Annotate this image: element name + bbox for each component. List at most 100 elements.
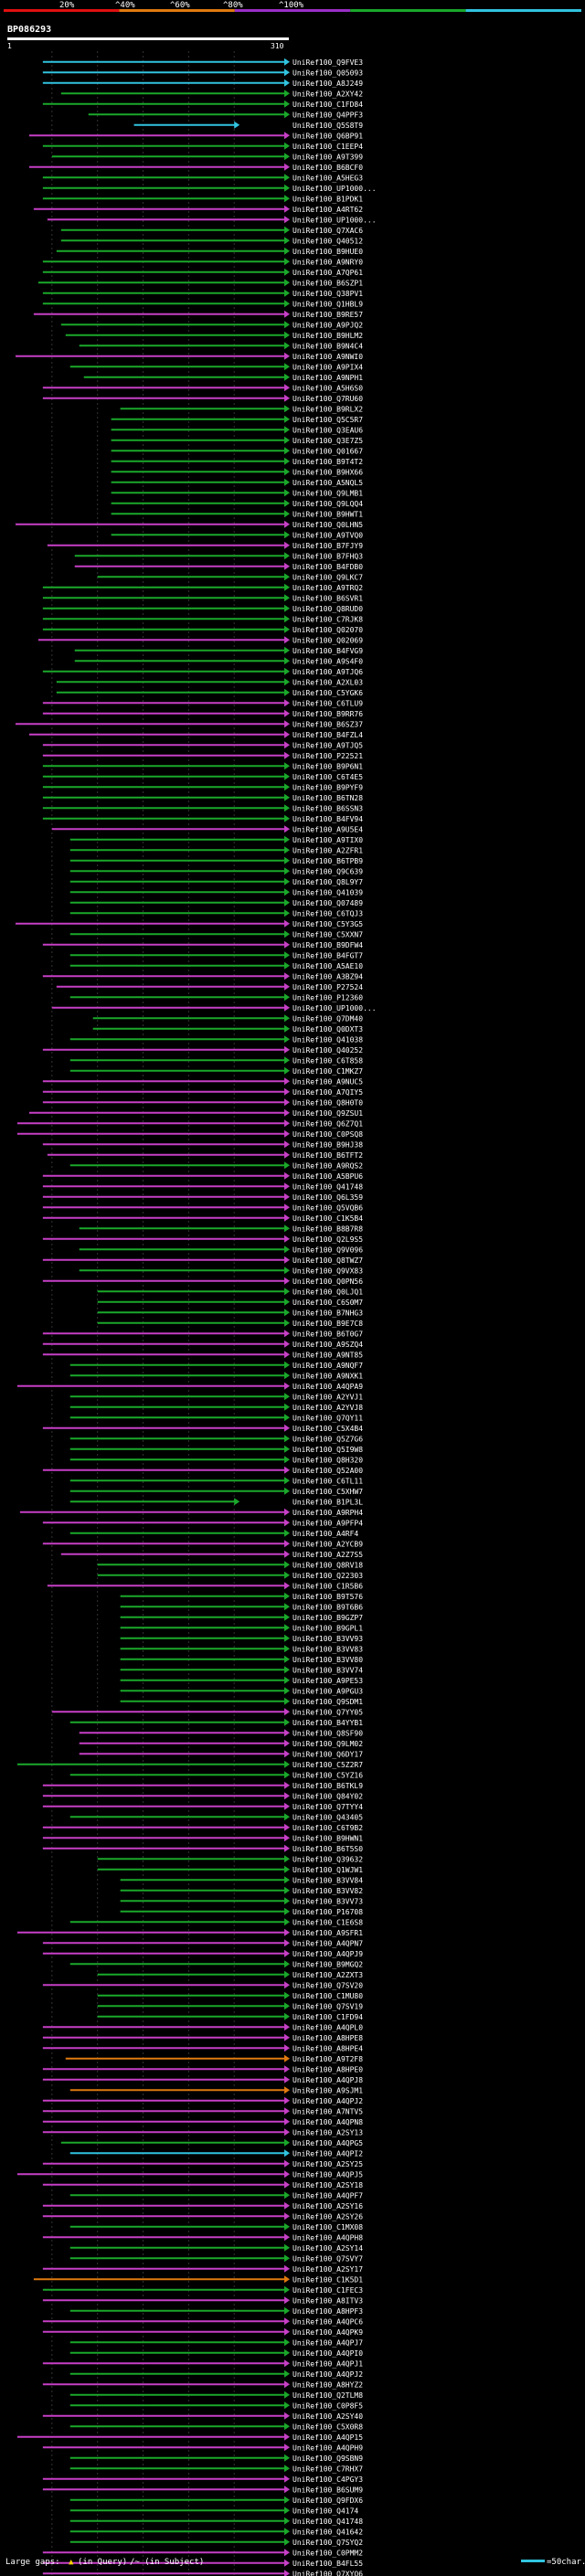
hit-arrow	[284, 132, 290, 140]
hit-arrow	[284, 751, 290, 759]
hit-arrow	[284, 2507, 290, 2515]
hit-label: UniRef100_A9PE53	[292, 1677, 363, 1685]
hit-label: UniRef100_B9PYF9	[292, 783, 363, 791]
scale-start: 1	[7, 42, 12, 50]
hit-arrow	[284, 982, 290, 991]
hit-label: UniRef100_Q1WJW1	[292, 1866, 363, 1874]
hit-arrow	[284, 1645, 290, 1653]
hit-label: UniRef100_A9SJM1	[292, 2086, 363, 2094]
hit-label: UniRef100_B4FZL4	[292, 731, 363, 739]
hit-label: UniRef100_Q22303	[292, 1572, 363, 1580]
hit-arrow	[284, 58, 290, 66]
hit-arrow	[284, 2170, 290, 2178]
legend-tick-label: ^60%	[170, 1, 190, 10]
hit-label: UniRef100_A9TVQ0	[292, 531, 363, 539]
hit-label: UniRef100_C1FD94	[292, 2013, 363, 2021]
hit-arrow	[284, 667, 290, 675]
hit-label: UniRef100_UP1000...	[292, 185, 377, 193]
hit-arrow	[284, 2075, 290, 2083]
hit-arrow	[284, 100, 290, 108]
hit-label: UniRef100_B3VV83	[292, 1645, 363, 1653]
hit-arrow	[284, 1161, 290, 1170]
hit-label: UniRef100_Q4174	[292, 2507, 358, 2515]
hit-arrow	[284, 300, 290, 308]
hit-arrow	[284, 930, 290, 938]
hit-arrow	[284, 1014, 290, 1023]
hit-label: UniRef100_Q40252	[292, 1046, 363, 1055]
hit-arrow	[284, 2065, 290, 2073]
hit-arrow	[284, 1403, 290, 1411]
hit-arrow	[284, 1393, 290, 1401]
hit-label: UniRef100_A2XY42	[292, 90, 363, 98]
hit-label: UniRef100_Q6BP91	[292, 132, 363, 140]
hit-arrow	[284, 856, 290, 864]
hit-label: UniRef100_C1MKZ7	[292, 1067, 363, 1076]
hit-arrow	[284, 2138, 290, 2147]
hit-arrow	[284, 583, 290, 591]
hit-label: UniRef100_UP1000...	[292, 216, 377, 224]
hit-label: UniRef100_A9NPH1	[292, 374, 363, 382]
hit-label: UniRef100_B6T5S0	[292, 1845, 363, 1853]
hit-label: UniRef100_A5AE10	[292, 962, 363, 970]
hit-arrow	[284, 1003, 290, 1012]
hit-arrow	[284, 163, 290, 171]
hit-arrow	[284, 699, 290, 707]
scale-bar	[521, 2560, 545, 2562]
hit-label: UniRef100_A8HPE0	[292, 2065, 363, 2073]
hit-arrow	[284, 2327, 290, 2336]
hit-label: UniRef100_Q8RUD0	[292, 605, 363, 613]
hit-label: UniRef100_B6SVR1	[292, 594, 363, 602]
hit-arrow	[284, 793, 290, 801]
hit-arrow	[284, 1508, 290, 1516]
hit-label: UniRef100_Q9FDX6	[292, 2496, 363, 2505]
hit-arrow	[284, 2002, 290, 2010]
hit-arrow	[284, 1340, 290, 1348]
hit-arrow	[284, 1718, 290, 1726]
legend-tick-label: ^100%	[279, 1, 304, 10]
hit-arrow	[284, 247, 290, 255]
hit-label: UniRef100_Q8TWZ7	[292, 1256, 363, 1265]
hit-label: UniRef100_A4RF4	[292, 1530, 358, 1538]
hit-label: UniRef100_Q3EAU6	[292, 426, 363, 434]
hit-label: UniRef100_B6TFT2	[292, 1151, 363, 1160]
hit-label: UniRef100_A2YVJ8	[292, 1404, 363, 1412]
legend-tick-label: 20%	[59, 1, 75, 10]
hit-label: UniRef100_C5YZ16	[292, 1771, 363, 1779]
hit-arrow	[284, 79, 290, 87]
hit-label: UniRef100_A9U5E4	[292, 825, 363, 833]
hit-arrow	[284, 1056, 290, 1065]
hit-label: UniRef100_Q5I9W8	[292, 1446, 363, 1454]
hit-label: UniRef100_A2SY26	[292, 2212, 363, 2221]
hit-label: UniRef100_A9S4F0	[292, 657, 363, 665]
hit-label: UniRef100_A5BPU6	[292, 1172, 363, 1181]
hit-label: UniRef100_Q5Z7G6	[292, 1435, 363, 1443]
hit-label: UniRef100_B7NHG3	[292, 1309, 363, 1317]
hit-arrow	[284, 2306, 290, 2315]
hit-arrow	[284, 1351, 290, 1359]
hit-arrow	[284, 1372, 290, 1380]
hit-arrow	[284, 279, 290, 287]
hit-label: UniRef100_Q9LM02	[292, 1740, 363, 1748]
hit-arrow	[284, 2422, 290, 2431]
hit-label: UniRef100_C6S0M7	[292, 1299, 363, 1307]
hit-arrow	[284, 1666, 290, 1674]
hit-arrow	[284, 741, 290, 749]
hit-arrow	[284, 1960, 290, 1968]
hit-label: UniRef100_B9T4T2	[292, 458, 363, 466]
hit-arrow	[284, 2338, 290, 2347]
hit-arrow	[284, 1066, 290, 1075]
hit-label: UniRef100_C5X4B4	[292, 1425, 363, 1433]
hit-label: UniRef100_C0PMM2	[292, 2549, 363, 2557]
hit-arrow	[284, 1708, 290, 1716]
hit-arrow	[284, 1697, 290, 1705]
hit-arrow	[284, 331, 290, 339]
hit-arrow	[284, 2443, 290, 2452]
hit-label: UniRef100_B3VV73	[292, 1897, 363, 1905]
hit-label: UniRef100_Q7SV19	[292, 2002, 363, 2010]
hit-label: UniRef100_Q7DM40	[292, 1014, 363, 1023]
hit-arrow	[284, 1298, 290, 1306]
hit-arrow	[284, 2496, 290, 2504]
hit-label: UniRef100_Q41748	[292, 1182, 363, 1191]
hit-label: UniRef100_Q8H320	[292, 1456, 363, 1464]
